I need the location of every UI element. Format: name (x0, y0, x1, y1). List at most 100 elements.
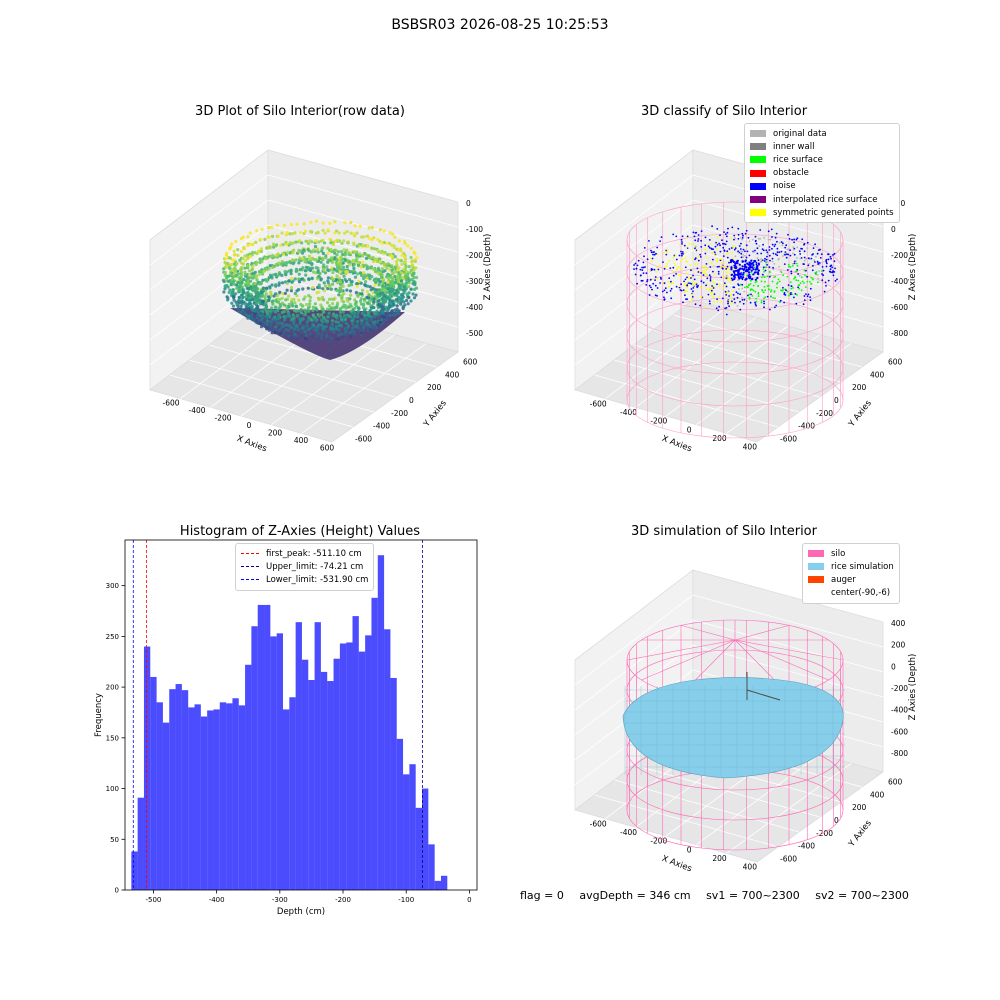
data-point (682, 289, 685, 291)
data-point (747, 286, 749, 289)
data-point (799, 253, 802, 255)
data-point (285, 288, 289, 292)
data-point (359, 299, 363, 303)
data-point (353, 311, 357, 315)
data-point (818, 262, 821, 264)
data-point (728, 277, 731, 280)
data-point (760, 301, 763, 304)
legend-swatch (241, 579, 259, 581)
data-point (730, 266, 733, 269)
data-point (388, 299, 392, 303)
legend-label: interpolated rice surface (773, 194, 878, 205)
data-point (809, 287, 812, 290)
data-point (806, 275, 809, 278)
data-point (722, 246, 725, 249)
data-point (770, 289, 773, 291)
data-point (277, 271, 281, 275)
data-point (684, 294, 686, 297)
data-point (289, 289, 293, 293)
data-point (317, 274, 321, 278)
data-point (678, 254, 681, 257)
grid-line (574, 274, 694, 366)
data-point (332, 330, 336, 334)
data-point (670, 287, 673, 290)
y-tick-label: 400 (870, 790, 885, 799)
data-point (342, 332, 346, 337)
y-tick-label: -200 (816, 829, 833, 838)
data-point (747, 268, 750, 271)
data-point (347, 283, 351, 288)
data-point (333, 220, 337, 224)
data-point (221, 278, 225, 282)
data-point (776, 254, 779, 257)
data-point (322, 281, 326, 285)
data-point (762, 249, 765, 252)
histogram-bar (270, 636, 277, 890)
data-point (728, 248, 731, 250)
data-point (269, 306, 274, 310)
data-point (725, 285, 728, 288)
data-point (369, 246, 374, 250)
data-point (654, 279, 656, 281)
y-tick-label: -600 (780, 435, 797, 444)
data-point (230, 301, 234, 305)
data-point (757, 269, 760, 272)
data-point (385, 266, 389, 270)
data-point (308, 257, 312, 261)
data-point (303, 330, 308, 334)
data-point (807, 264, 810, 267)
data-point (314, 258, 318, 262)
data-point (305, 239, 309, 243)
data-point (331, 242, 335, 247)
y-tick-label: 400 (445, 370, 460, 379)
data-point (757, 259, 760, 262)
data-point (755, 297, 758, 300)
data-point (236, 253, 240, 257)
data-point (749, 301, 752, 304)
data-point (765, 261, 767, 264)
legend-entry: auger (808, 573, 894, 586)
data-point (304, 265, 308, 269)
data-point (636, 282, 638, 285)
data-point (274, 283, 278, 287)
data-point (725, 283, 728, 286)
data-point (778, 257, 780, 260)
data-point (724, 290, 727, 293)
data-point (367, 293, 371, 297)
data-point (414, 275, 419, 280)
data-point (825, 261, 828, 263)
data-point (295, 336, 299, 340)
data-point (771, 260, 774, 263)
data-point (317, 283, 321, 287)
data-point (761, 273, 764, 276)
data-point (279, 243, 283, 247)
simulation-plot-title: 3D simulation of Silo Interior (631, 524, 817, 539)
data-point (791, 238, 793, 241)
data-point (731, 300, 733, 303)
data-point (716, 266, 719, 268)
data-point (356, 261, 360, 265)
data-point (706, 277, 709, 280)
data-point (754, 249, 756, 252)
data-point (329, 247, 333, 252)
data-point (778, 300, 781, 303)
data-point (711, 285, 713, 287)
data-point (255, 274, 259, 278)
data-point (726, 250, 729, 253)
data-point (362, 297, 367, 301)
data-point (803, 259, 806, 262)
y-tick-label: 0 (115, 887, 119, 895)
data-point (723, 231, 725, 233)
data-point (763, 286, 766, 288)
data-point (716, 298, 718, 300)
data-point (825, 258, 828, 261)
histogram-bar (384, 629, 391, 890)
data-point (388, 295, 392, 299)
data-point (359, 326, 363, 330)
data-point (271, 242, 276, 246)
data-point (313, 271, 318, 275)
data-point (793, 277, 795, 280)
data-point (751, 266, 754, 269)
data-point (318, 257, 322, 261)
data-point (694, 239, 697, 242)
